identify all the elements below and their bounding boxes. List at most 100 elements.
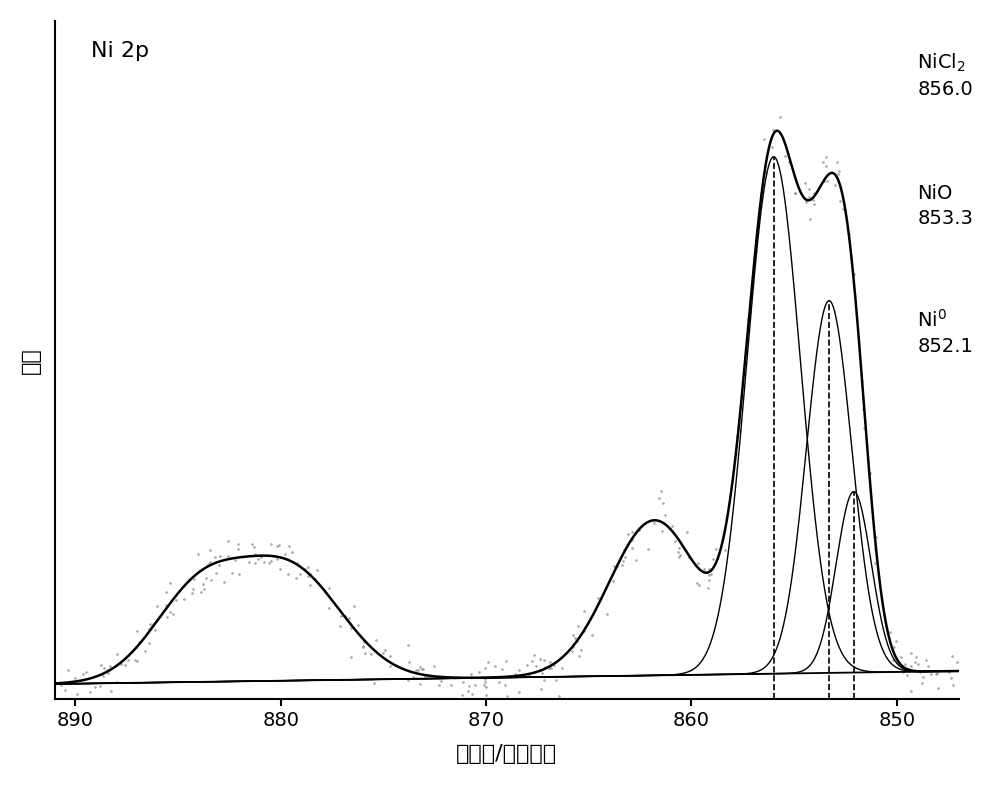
Point	[253, 551, 269, 564]
Point	[186, 572, 202, 585]
Point	[802, 212, 818, 225]
Point	[829, 171, 845, 184]
Point	[109, 676, 125, 688]
Point	[798, 195, 814, 208]
Point	[263, 555, 279, 568]
Point	[47, 693, 63, 706]
Point	[246, 541, 262, 553]
Point	[280, 568, 296, 580]
Point	[920, 660, 936, 673]
Point	[499, 689, 515, 702]
Point	[408, 663, 424, 676]
Point	[630, 524, 646, 536]
Y-axis label: 信号: 信号	[21, 347, 41, 374]
Point	[599, 608, 615, 620]
Point	[915, 670, 931, 683]
Point	[732, 417, 748, 429]
Point	[895, 666, 911, 678]
Point	[494, 663, 510, 675]
Point	[220, 535, 236, 548]
Point	[885, 654, 901, 666]
Point	[628, 553, 644, 566]
Point	[109, 648, 125, 661]
Point	[216, 575, 232, 588]
Point	[100, 666, 116, 679]
Point	[627, 528, 643, 540]
Point	[400, 639, 416, 652]
Point	[914, 677, 930, 689]
X-axis label: 结合能/电子伏特: 结合能/电子伏特	[456, 744, 557, 764]
Point	[208, 566, 224, 579]
Point	[570, 620, 586, 633]
Point	[624, 534, 640, 546]
Point	[624, 526, 640, 539]
Point	[405, 671, 421, 684]
Point	[300, 570, 316, 582]
Point	[288, 571, 304, 584]
Point	[928, 668, 944, 681]
Point	[590, 592, 606, 604]
Point	[565, 641, 581, 653]
Point	[577, 621, 593, 633]
Point	[787, 187, 803, 199]
Point	[212, 550, 228, 562]
Point	[856, 422, 872, 435]
Point	[220, 550, 236, 562]
Point	[87, 681, 103, 693]
Point	[740, 313, 756, 326]
Point	[672, 549, 688, 561]
Point	[271, 539, 287, 551]
Point	[573, 643, 589, 655]
Point	[862, 466, 878, 479]
Point	[868, 531, 884, 544]
Point	[664, 520, 680, 532]
Point	[289, 557, 305, 569]
Point	[67, 672, 83, 685]
Point	[149, 600, 165, 612]
Point	[158, 586, 174, 598]
Point	[616, 544, 632, 557]
Point	[332, 619, 348, 632]
Point	[526, 648, 542, 661]
Point	[551, 689, 567, 702]
Point	[69, 688, 85, 700]
Point	[511, 686, 527, 699]
Point	[487, 659, 503, 672]
Point	[654, 524, 670, 537]
Point	[96, 662, 112, 674]
Point	[145, 618, 161, 630]
Point	[53, 679, 69, 692]
Point	[903, 647, 919, 659]
Point	[897, 658, 913, 670]
Point	[919, 664, 935, 677]
Point	[176, 593, 192, 605]
Point	[569, 635, 585, 648]
Point	[477, 673, 493, 685]
Point	[543, 662, 559, 674]
Point	[141, 637, 157, 649]
Point	[624, 542, 640, 554]
Point	[748, 245, 764, 257]
Point	[798, 194, 814, 206]
Point	[78, 666, 94, 678]
Point	[284, 546, 300, 559]
Point	[657, 509, 673, 522]
Point	[903, 685, 919, 697]
Point	[95, 670, 111, 682]
Point	[882, 626, 898, 639]
Point	[524, 655, 540, 667]
Point	[907, 655, 923, 668]
Point	[787, 187, 803, 199]
Point	[899, 669, 915, 681]
Point	[202, 556, 218, 568]
Point	[819, 175, 835, 188]
Point	[507, 668, 523, 681]
Point	[855, 402, 871, 414]
Point	[185, 583, 201, 596]
Point	[231, 568, 247, 580]
Point	[888, 635, 904, 648]
Point	[417, 670, 433, 683]
Point	[846, 267, 862, 279]
Point	[797, 177, 813, 189]
Point	[708, 543, 724, 556]
